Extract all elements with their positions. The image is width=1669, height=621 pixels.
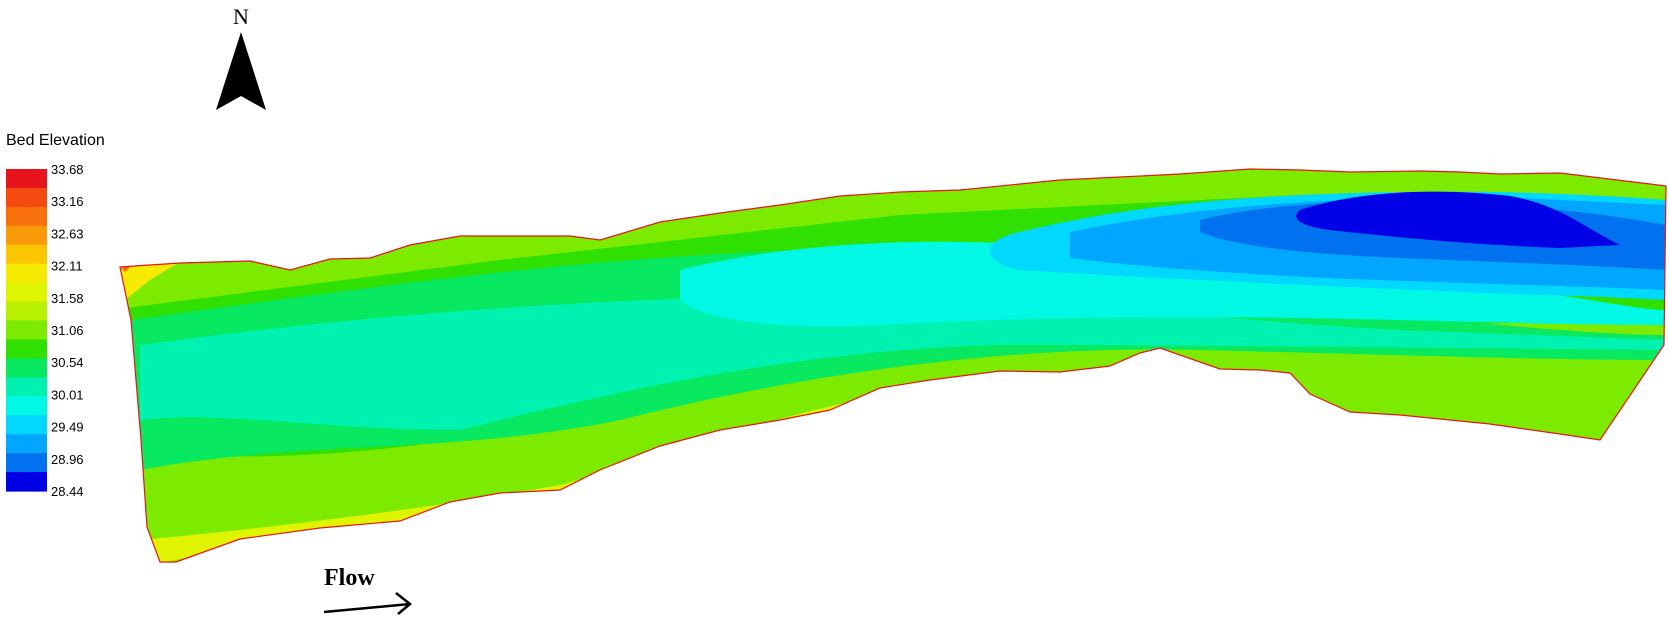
flow-label: Flow: [324, 565, 375, 591]
river-elevation-field: [119, 168, 1667, 563]
legend-swatch: [6, 434, 47, 454]
legend-swatch: [6, 169, 47, 189]
legend-value-label: 33.16: [51, 194, 84, 209]
legend-value-label: 30.01: [51, 387, 84, 402]
legend-swatch: [6, 206, 47, 227]
legend-swatch: [6, 244, 47, 265]
legend-swatch: [6, 225, 47, 246]
legend-swatch: [6, 282, 47, 303]
north-arrow-icon: [216, 32, 266, 110]
north-label: N: [233, 4, 249, 29]
legend-value-label: 29.49: [51, 420, 84, 435]
legend-value-label: 30.54: [51, 355, 84, 370]
legend-swatch: [6, 453, 47, 473]
legend-value-label: 32.11: [51, 259, 83, 274]
legend-labels: 33.68 33.16 32.63 32.11 31.58 31.06 30.54 30.01…: [51, 162, 84, 499]
legend-swatch: [6, 396, 47, 416]
legend: Bed Elevation 33.6833.1632.6332.1131.583…: [6, 132, 105, 499]
legend-swatch: [6, 263, 47, 284]
legend-value-label: 32.63: [51, 226, 84, 241]
legend-swatch: [6, 187, 47, 208]
flow-arrow-icon: [323, 602, 411, 614]
legend-title: Bed Elevation: [6, 132, 105, 149]
north-arrow: N: [216, 4, 266, 110]
legend-value-label: 28.96: [51, 452, 84, 467]
legend-value-label: 31.06: [51, 323, 84, 338]
legend-swatch: [6, 339, 47, 360]
legend-swatch: [6, 301, 47, 322]
legend-value-label: 33.68: [51, 162, 84, 177]
legend-swatch: [6, 320, 47, 341]
flow-indicator: Flow: [323, 565, 412, 615]
legend-value-label: 31.58: [51, 291, 84, 306]
legend-value-label: 28.44: [51, 484, 84, 499]
legend-color-bar: [6, 169, 47, 492]
legend-swatch: [6, 415, 47, 435]
legend-swatch: [6, 377, 47, 397]
legend-swatch: [6, 358, 47, 378]
legend-swatch: [6, 472, 47, 492]
flow-arrow-head: [395, 592, 412, 615]
